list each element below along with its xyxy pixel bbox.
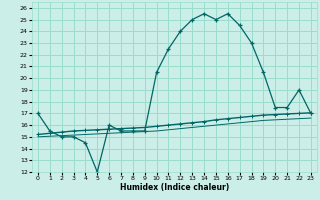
X-axis label: Humidex (Indice chaleur): Humidex (Indice chaleur) [120, 183, 229, 192]
